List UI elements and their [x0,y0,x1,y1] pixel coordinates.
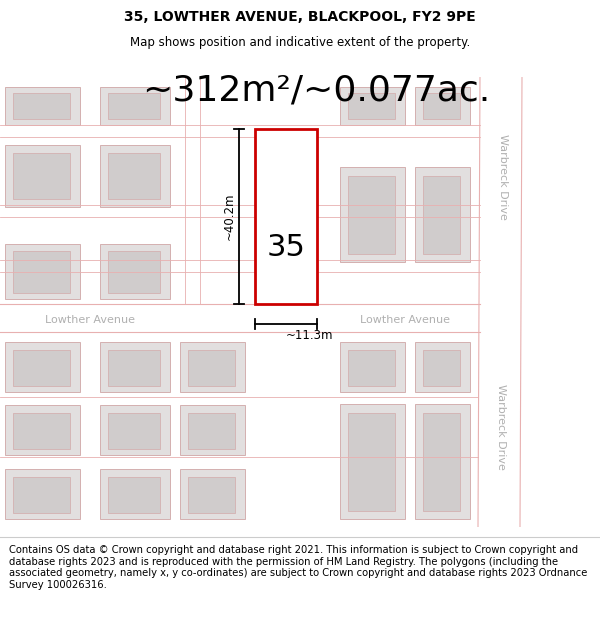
Bar [180,341,245,391]
Bar [188,412,235,449]
Bar [340,404,405,519]
Bar [13,476,70,512]
Polygon shape [185,76,200,304]
Text: 35, LOWTHER AVENUE, BLACKPOOL, FY2 9PE: 35, LOWTHER AVENUE, BLACKPOOL, FY2 9PE [124,10,476,24]
Polygon shape [0,124,480,136]
Bar [108,251,160,292]
Bar [13,349,70,386]
Bar [100,469,170,519]
Bar [188,349,235,386]
Bar [255,129,317,304]
Bar [108,412,160,449]
Text: Warbreck Drive: Warbreck Drive [498,134,508,219]
Bar [108,349,160,386]
Text: Lowther Avenue: Lowther Avenue [360,314,450,324]
Bar [340,341,405,391]
Bar [108,152,160,199]
Text: ~11.3m: ~11.3m [286,329,334,342]
Bar [348,176,395,254]
Bar [108,476,160,512]
Bar [13,152,70,199]
Bar [415,341,470,391]
Bar [268,174,306,201]
Bar [415,404,470,519]
Bar [5,144,80,206]
Text: ~312m²/~0.077ac.: ~312m²/~0.077ac. [142,74,490,108]
Text: 35: 35 [266,233,305,262]
Bar [180,404,245,454]
Bar [423,412,460,511]
Bar [5,244,80,299]
Bar [423,92,460,119]
Text: Map shows position and indicative extent of the property.: Map shows position and indicative extent… [130,36,470,49]
Bar [348,92,395,119]
Text: Contains OS data © Crown copyright and database right 2021. This information is : Contains OS data © Crown copyright and d… [9,545,587,590]
Bar [415,166,470,261]
Bar [100,86,170,124]
Bar [180,469,245,519]
Polygon shape [478,76,522,526]
Bar [415,86,470,124]
Bar [100,341,170,391]
Text: Lowther Avenue: Lowther Avenue [45,314,135,324]
Bar [100,404,170,454]
Bar [13,412,70,449]
Bar [100,244,170,299]
Bar [260,169,315,206]
Bar [108,92,160,119]
Bar [5,404,80,454]
Bar [5,469,80,519]
Text: ~40.2m: ~40.2m [223,192,235,240]
Text: Warbreck Drive: Warbreck Drive [496,384,506,469]
Bar [423,349,460,386]
Bar [5,341,80,391]
Polygon shape [0,204,480,216]
Bar [348,349,395,386]
Bar [423,176,460,254]
Bar [5,86,80,124]
Polygon shape [0,259,480,271]
Bar [13,251,70,292]
Bar [340,86,405,124]
Bar [13,92,70,119]
Bar [100,144,170,206]
Bar [348,412,395,511]
Bar [188,476,235,512]
Bar [340,166,405,261]
Polygon shape [0,304,492,331]
